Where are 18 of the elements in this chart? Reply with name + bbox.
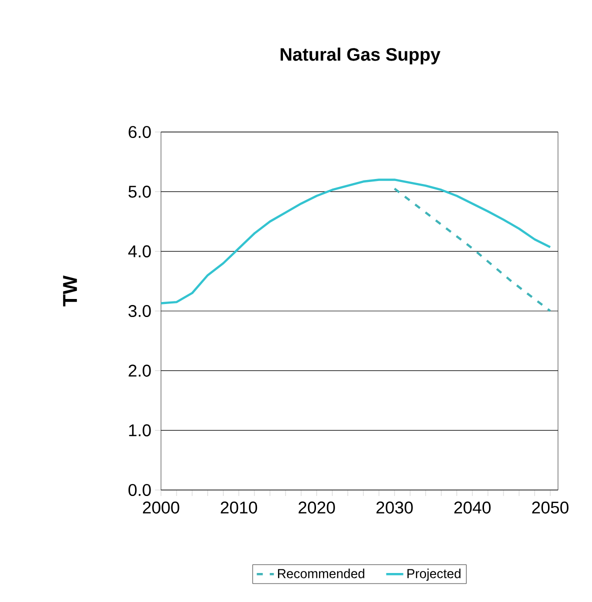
x-tick-label: 2000 [142,502,180,514]
x-tick-label: 2040 [454,502,491,514]
x-tick-label: 2020 [298,502,335,514]
x-tick-label: 2050 [532,502,568,514]
y-tick-label: 0.0 [128,484,151,496]
line-series [393,188,552,312]
chart-title: Natural Gas Suppy [280,48,440,64]
y-tick-label: 5.0 [128,186,151,198]
legend-label: Projected [407,568,460,581]
y-tick-label: 4.0 [128,245,151,258]
x-tick-label: 2030 [376,502,413,514]
y-tick-label: 1.0 [129,424,151,436]
y-tick-label: 6.0 [128,126,151,138]
y-axis-title: TW [63,275,77,306]
y-tick-label: 3.0 [128,304,151,318]
y-tick-label: 2.0 [128,364,151,377]
legend-label: Recommended [278,568,364,578]
x-tick-label: 2010 [220,502,258,514]
